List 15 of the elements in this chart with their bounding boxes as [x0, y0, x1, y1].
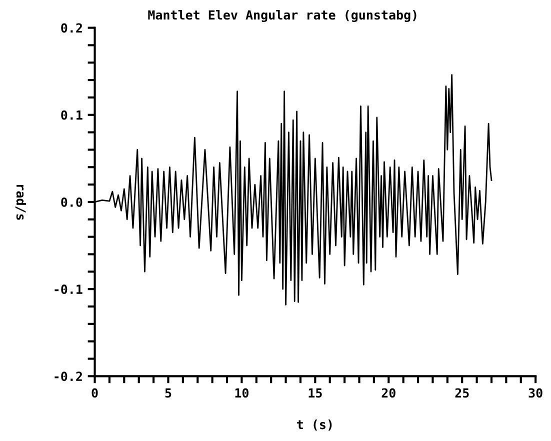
y-axis-title: rad/s [15, 184, 26, 220]
x-tick-label: 10 [235, 388, 248, 398]
y-tick-label: 0.1 [61, 110, 82, 120]
y-tick-label: -0.1 [54, 284, 82, 294]
chart-title: Mantlet Elev Angular rate (gunstabg) [148, 10, 416, 22]
x-tick-label: 0 [92, 388, 98, 398]
x-tick-label: 20 [382, 388, 396, 398]
x-tick-label: 25 [455, 388, 469, 398]
x-axis-title: t (s) [297, 420, 332, 431]
x-tick-label: 5 [165, 388, 172, 398]
x-tick-label: 30 [528, 388, 542, 398]
y-tick-label: -0.2 [54, 372, 82, 382]
y-tick-label: 0.0 [61, 197, 82, 207]
y-tick-label: 0.2 [61, 23, 82, 33]
x-tick-label: 15 [308, 388, 322, 398]
